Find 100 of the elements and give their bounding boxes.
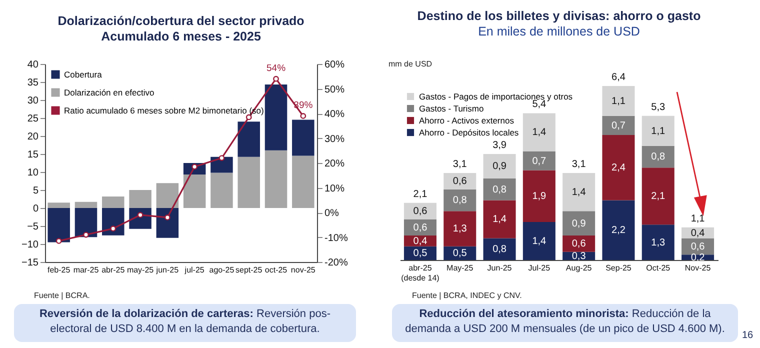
x-tick-label: jul-25 xyxy=(184,266,205,274)
data-label: 2,1 xyxy=(651,191,666,202)
x-tick-label: abr-25 xyxy=(102,266,126,274)
x-tick-label: jun-25 xyxy=(155,266,180,274)
source-note: Fuente | BCRA, INDEC y CNV. xyxy=(412,291,522,300)
bar xyxy=(444,173,476,190)
data-label: 0,9 xyxy=(492,161,507,172)
bar xyxy=(522,113,556,152)
chart-title: Destino de los billetes y divisas: ahorro o gasto xyxy=(417,9,702,23)
bar xyxy=(404,219,436,236)
point xyxy=(137,212,144,218)
bar xyxy=(210,172,233,208)
data-label: 0,6 xyxy=(413,206,428,218)
y2-tick-label: 20% xyxy=(324,158,345,170)
bar xyxy=(74,208,98,238)
bar xyxy=(156,183,179,208)
legend-label: Ahorro - Activos externos xyxy=(419,116,514,126)
y-tick-label: 40 xyxy=(27,60,39,70)
y-tick-label: −5 xyxy=(27,222,39,232)
bar xyxy=(74,202,98,208)
bar xyxy=(483,238,516,260)
data-label: 1,3 xyxy=(452,224,468,235)
legend-label: Dolarización en efectivo xyxy=(64,88,155,98)
point xyxy=(56,238,62,244)
bar xyxy=(48,202,70,208)
total-label: 3,1 xyxy=(572,159,586,170)
total-label: 6,4 xyxy=(612,72,626,83)
x-tick-label: Jun-25 xyxy=(487,264,512,272)
data-label: 0,4 xyxy=(690,228,706,239)
x-tick-label: may-25 xyxy=(126,266,154,274)
bar xyxy=(183,174,206,208)
chart-title: Dolarización/cobertura del sector privado xyxy=(58,14,305,28)
total-label: 3,1 xyxy=(452,159,468,170)
y-tick-label: 0 xyxy=(32,204,39,214)
bar xyxy=(483,178,516,200)
point xyxy=(273,76,279,82)
data-label: 0,8 xyxy=(492,244,507,256)
data-label: 1,4 xyxy=(532,127,547,138)
bar xyxy=(522,151,556,170)
bar xyxy=(562,211,596,236)
legend-label: Ahorro - Depósitos locales xyxy=(419,128,519,138)
data-label: 2,4 xyxy=(612,162,626,174)
y-tick-label: −10 xyxy=(22,240,39,250)
x-tick-label: feb-25 xyxy=(48,266,71,274)
text: Reducción del atesoramiento minorista: Reducción de la demanda a USD 200 M mensuales (de un pico de USD 4.600 M). xyxy=(392,304,738,342)
point xyxy=(83,232,89,238)
bar xyxy=(522,170,556,222)
bar xyxy=(238,156,260,208)
data-label: 1,1 xyxy=(651,126,666,137)
source-note: Fuente | BCRA. xyxy=(34,291,90,300)
bar xyxy=(642,224,674,260)
data-label: 0,7 xyxy=(612,120,626,132)
bar xyxy=(602,86,635,116)
data-label: 0,3 xyxy=(572,250,586,262)
bar xyxy=(444,211,476,246)
legend-label: Gastos - Turismo xyxy=(419,104,484,114)
data-label: 0,6 xyxy=(413,222,428,234)
y2-tick-label: 60% xyxy=(324,60,345,70)
point xyxy=(218,155,225,161)
total-label: 1,1 xyxy=(690,213,706,224)
y2-tick-label: 50% xyxy=(324,84,345,96)
bar xyxy=(292,120,314,156)
y-tick-label: 10 xyxy=(27,168,39,178)
total-label: 2,1 xyxy=(413,188,428,200)
data-label: 0,8 xyxy=(492,184,507,196)
bar xyxy=(602,116,635,135)
bar xyxy=(602,200,635,260)
data-label: 0,5 xyxy=(413,248,428,260)
text: 16 xyxy=(742,330,754,341)
x-tick-label: Jul-25 xyxy=(528,264,551,272)
point xyxy=(246,114,252,120)
point xyxy=(300,113,306,119)
bar xyxy=(129,190,152,208)
x-tick-label: mar-25 xyxy=(73,266,100,274)
chart-subtitle: Acumulado 6 meses - 2025 xyxy=(101,30,261,44)
text: Reversión de la dolarización de carteras: Reversión pos-electoral de USD 8.400 M en la demanda de cobertura. xyxy=(14,304,356,342)
y2-tick-label: 10% xyxy=(324,183,345,194)
data-label: 1,1 xyxy=(612,96,626,107)
x-tick-label: Sep-25 xyxy=(606,264,632,272)
x-tick-label: Aug-25 xyxy=(566,264,592,272)
bar xyxy=(562,173,596,212)
bar xyxy=(264,150,288,208)
x-tick-label: May-25 xyxy=(446,264,474,272)
y2-tick-label: -10% xyxy=(324,232,348,244)
data-label: 1,3 xyxy=(651,237,666,248)
total-label: 5,3 xyxy=(651,102,666,113)
bar xyxy=(264,84,288,150)
data-label: 1,4 xyxy=(532,236,547,247)
data-label: 0,6 xyxy=(572,238,586,250)
bar xyxy=(483,200,516,238)
bar xyxy=(238,122,260,157)
data-label: 0,9 xyxy=(572,218,586,230)
y-tick-label: 25 xyxy=(27,114,39,124)
data-label: 0,6 xyxy=(690,241,706,252)
y2-tick-label: 40% xyxy=(324,109,345,120)
y-tick-label: 5 xyxy=(32,186,39,196)
bar xyxy=(292,156,314,208)
bar xyxy=(602,134,635,200)
bar xyxy=(642,146,674,168)
x-tick-label: abr-25 (desde 14) xyxy=(401,264,440,282)
